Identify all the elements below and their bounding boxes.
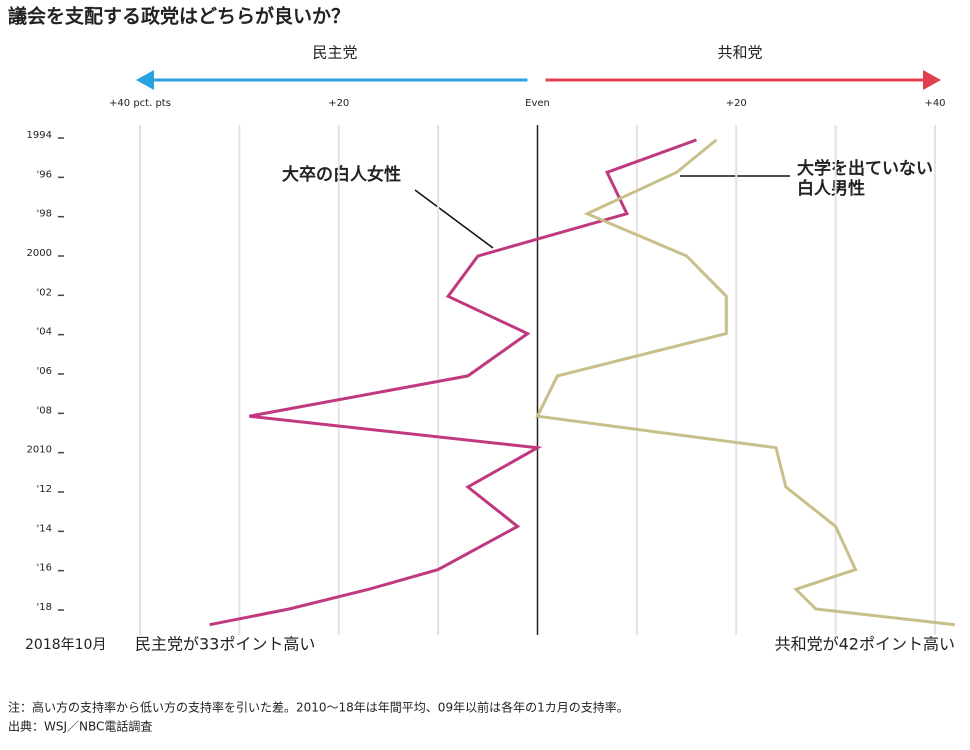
x-tick-label: Even — [525, 98, 550, 109]
y-tick-label: 2010 — [27, 445, 52, 456]
y-tick-label: '06 — [37, 366, 52, 377]
end-date: 2018年10月 — [25, 637, 106, 653]
right-label: 共和党 — [717, 44, 762, 62]
chart-title: 議会を支配する政党はどちらが良いか？ — [8, 5, 350, 28]
series-line — [209, 138, 698, 627]
y-tick-label: '14 — [37, 523, 52, 534]
left-arrowhead — [136, 70, 154, 90]
y-tick-label: '18 — [37, 602, 52, 613]
y-tick-label: '98 — [37, 209, 52, 220]
y-tick-label: '96 — [37, 169, 52, 180]
y-tick-label: '16 — [37, 563, 52, 574]
source: 出典：WSJ／NBC電話調査 — [8, 719, 152, 734]
left-label: 民主党 — [312, 44, 357, 62]
y-tick-label: '12 — [37, 484, 52, 495]
leader-line — [414, 189, 494, 249]
series-label: 大学を出ていない — [797, 158, 933, 179]
end-right: 共和党が42ポイント高い — [775, 635, 955, 654]
x-tick-label: +40 — [924, 98, 945, 109]
right-arrowhead — [923, 70, 941, 90]
x-tick-label: +20 — [328, 98, 349, 109]
series-label: 白人男性 — [797, 178, 865, 199]
y-tick-label: 2000 — [27, 248, 52, 259]
end-left: 民主党が33ポイント高い — [135, 635, 315, 654]
x-tick-label: +20 — [726, 98, 747, 109]
note: 注：高い方の支持率から低い方の支持率を引いた差。2010〜18年は年間平均、09… — [8, 700, 629, 715]
series-label: 大卒の白人女性 — [282, 164, 401, 185]
y-tick-label: '04 — [37, 327, 52, 338]
y-tick-label: 1994 — [27, 130, 52, 141]
series-line — [535, 138, 956, 627]
x-tick-label: +40 pct. pts — [109, 98, 171, 109]
y-tick-label: '08 — [37, 405, 52, 416]
y-tick-label: '02 — [37, 287, 52, 298]
